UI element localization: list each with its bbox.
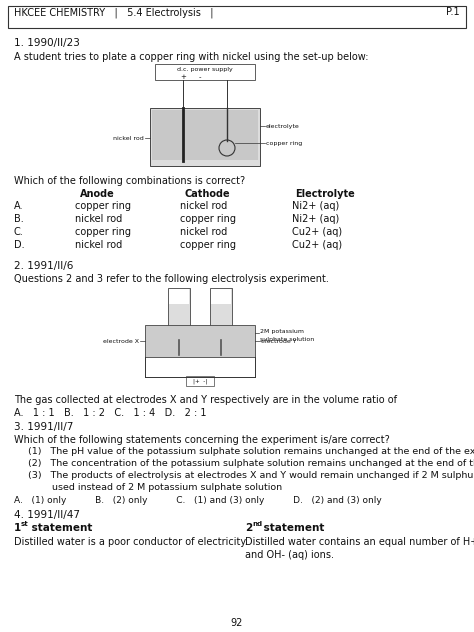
Bar [150, 108, 260, 166]
Text: st: st [21, 521, 29, 527]
Text: 2. 1991/II/6: 2. 1991/II/6 [14, 261, 73, 271]
Text: 4. 1991/II/47: 4. 1991/II/47 [14, 510, 80, 520]
Text: electrode X: electrode X [103, 339, 139, 344]
Text: nickel rod: nickel rod [75, 240, 122, 250]
Text: HKCEE CHEMISTRY   |   5.4 Electrolysis   |: HKCEE CHEMISTRY | 5.4 Electrolysis | [14, 7, 213, 18]
Text: A.: A. [14, 201, 24, 211]
Text: sulphate solution: sulphate solution [260, 337, 314, 342]
Text: and OH- (aq) ions.: and OH- (aq) ions. [245, 550, 334, 560]
Text: Ni2+ (aq): Ni2+ (aq) [292, 201, 339, 211]
Text: electrode Y: electrode Y [261, 339, 297, 344]
Text: nickel rod: nickel rod [180, 227, 227, 237]
Text: used instead of 2 M potassium sulphate solution: used instead of 2 M potassium sulphate s… [28, 483, 282, 492]
Bar [155, 64, 255, 80]
Text: P.1: P.1 [447, 7, 460, 17]
Text: Cu2+ (aq): Cu2+ (aq) [292, 240, 342, 250]
Text: Electrolyte: Electrolyte [295, 189, 355, 199]
Text: electrolyte: electrolyte [266, 124, 300, 129]
Text: statement: statement [260, 523, 324, 533]
Text: 2: 2 [245, 523, 252, 533]
Text: D.: D. [14, 240, 25, 250]
Text: copper ring: copper ring [266, 141, 302, 146]
Bar [211, 289, 231, 304]
Text: nickel rod: nickel rod [75, 214, 122, 224]
Text: copper ring: copper ring [75, 201, 131, 211]
Text: Distilled water contains an equal number of H+ (aq) ions: Distilled water contains an equal number… [245, 537, 474, 547]
Text: The gas collected at electrodes X and Y respectively are in the volume ratio of: The gas collected at electrodes X and Y … [14, 395, 397, 405]
Text: Cathode: Cathode [185, 189, 231, 199]
Text: C.: C. [14, 227, 24, 237]
Text: nickel rod: nickel rod [113, 136, 144, 141]
Bar [169, 289, 189, 304]
Bar [152, 110, 258, 160]
Text: (2)   The concentration of the potassium sulphate solution remains unchanged at : (2) The concentration of the potassium s… [28, 459, 474, 468]
Text: +: + [180, 74, 186, 80]
Text: 2M potassium: 2M potassium [260, 329, 304, 334]
Text: Questions 2 and 3 refer to the following electrolysis experiment.: Questions 2 and 3 refer to the following… [14, 274, 329, 284]
Text: (1)   The pH value of the potassium sulphate solution remains unchanged at the e: (1) The pH value of the potassium sulpha… [28, 447, 474, 456]
Bar [145, 325, 255, 357]
Text: (3)   The products of electrolysis at electrodes X and Y would remain unchanged : (3) The products of electrolysis at elec… [28, 471, 474, 480]
Text: Distilled water is a poor conductor of electricity.: Distilled water is a poor conductor of e… [14, 537, 248, 547]
Text: Cu2+ (aq): Cu2+ (aq) [292, 227, 342, 237]
Text: 92: 92 [231, 618, 243, 628]
Text: -: - [199, 74, 201, 80]
Bar [210, 288, 232, 340]
Text: |+  -|: |+ -| [193, 378, 207, 384]
Text: Anode: Anode [80, 189, 115, 199]
Text: Which of the following statements concerning the experiment is/are correct?: Which of the following statements concer… [14, 435, 390, 445]
Text: statement: statement [28, 523, 92, 533]
Text: copper ring: copper ring [75, 227, 131, 237]
Text: Which of the following combinations is correct?: Which of the following combinations is c… [14, 176, 245, 186]
Text: copper ring: copper ring [180, 240, 236, 250]
Text: copper ring: copper ring [180, 214, 236, 224]
Bar [8, 6, 466, 28]
Text: 1: 1 [14, 523, 21, 533]
Text: A.   (1) only          B.   (2) only          C.   (1) and (3) only          D. : A. (1) only B. (2) only C. (1) and (3) o… [14, 496, 382, 505]
Text: B.: B. [14, 214, 24, 224]
Text: Ni2+ (aq): Ni2+ (aq) [292, 214, 339, 224]
Text: nd: nd [252, 521, 262, 527]
Text: d.c. power supply: d.c. power supply [177, 67, 233, 72]
Text: 1. 1990/II/23: 1. 1990/II/23 [14, 38, 80, 48]
Text: A.   1 : 1   B.   1 : 2   C.   1 : 4   D.   2 : 1: A. 1 : 1 B. 1 : 2 C. 1 : 4 D. 2 : 1 [14, 408, 207, 418]
Bar [168, 288, 190, 340]
Text: A student tries to plate a copper ring with nickel using the set-up below:: A student tries to plate a copper ring w… [14, 52, 368, 62]
Bar [186, 376, 214, 386]
Text: 3. 1991/II/7: 3. 1991/II/7 [14, 422, 73, 432]
Text: nickel rod: nickel rod [180, 201, 227, 211]
